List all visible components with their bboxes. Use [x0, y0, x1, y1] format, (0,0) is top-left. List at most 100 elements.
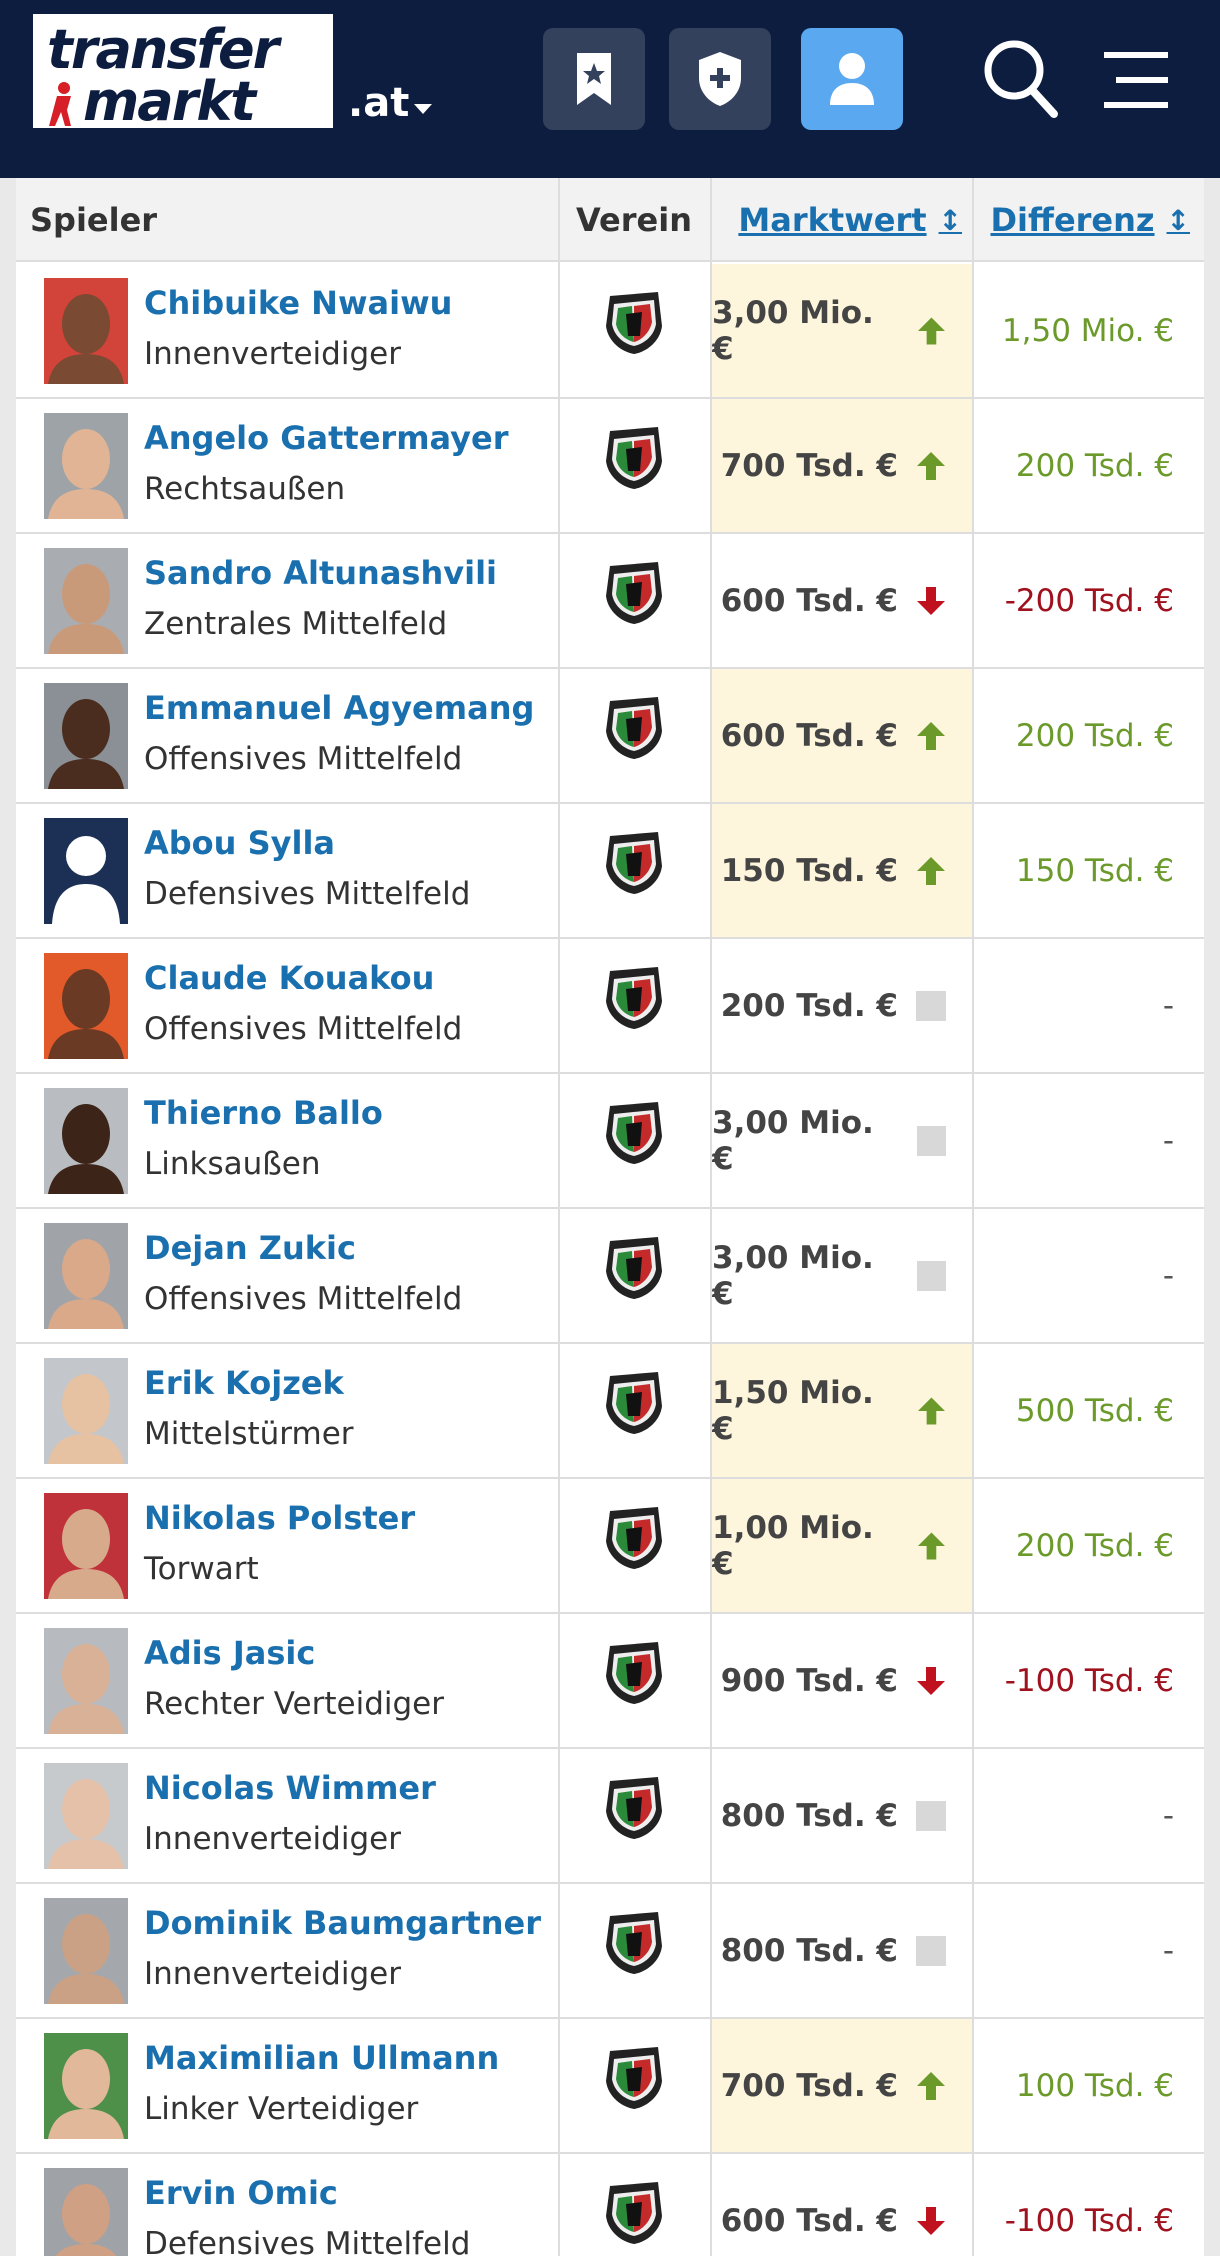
- market-value-table: Spieler Verein Marktwert ↕ Differenz ↕ C…: [16, 178, 1204, 2256]
- market-value-cell: 3,00 Mio. €: [712, 264, 974, 397]
- search-icon[interactable]: [980, 34, 1060, 122]
- player-photo[interactable]: [44, 278, 128, 384]
- club-crest-icon[interactable]: [604, 1100, 664, 1166]
- player-position: Mittelstürmer: [144, 1416, 354, 1452]
- player-name-link[interactable]: Chibuike Nwaiwu: [144, 284, 453, 322]
- player-photo[interactable]: [44, 1223, 128, 1329]
- player-name-link[interactable]: Nikolas Polster: [144, 1499, 416, 1537]
- player-photo[interactable]: [44, 953, 128, 1059]
- club-crest-icon[interactable]: [604, 965, 664, 1031]
- arrow-down-icon: [917, 586, 945, 615]
- player-name-link[interactable]: Angelo Gattermayer: [144, 419, 509, 457]
- player-photo[interactable]: [44, 413, 128, 519]
- player-name-link[interactable]: Thierno Ballo: [144, 1094, 383, 1132]
- sort-arrows-icon[interactable]: ↕: [1166, 203, 1190, 237]
- player-position: Offensives Mittelfeld: [144, 741, 463, 777]
- difference-cell: -: [974, 1074, 1204, 1207]
- market-value-cell: 3,00 Mio. €: [712, 1074, 974, 1207]
- club-crest-icon[interactable]: [604, 1505, 664, 1571]
- club-crest-icon[interactable]: [604, 425, 664, 491]
- shield-plus-icon: [699, 52, 741, 106]
- difference-value: 200 Tsd. €: [1015, 717, 1174, 754]
- player-photo[interactable]: [44, 1628, 128, 1734]
- player-photo[interactable]: [44, 683, 128, 789]
- player-name-link[interactable]: Dominik Baumgartner: [144, 1904, 541, 1942]
- player-photo[interactable]: [44, 2033, 128, 2139]
- transfermarkt-logo[interactable]: transfer markt: [29, 10, 337, 133]
- club-crest-icon[interactable]: [604, 290, 664, 356]
- player-position: Defensives Mittelfeld: [144, 2226, 471, 2256]
- player-name-link[interactable]: Adis Jasic: [144, 1634, 316, 1672]
- difference-cell: -: [974, 1209, 1204, 1342]
- player-name-link[interactable]: Claude Kouakou: [144, 959, 435, 997]
- player-photo[interactable]: [44, 1358, 128, 1464]
- club-crest-icon[interactable]: [604, 1910, 664, 1976]
- bookmark-star-icon: [577, 53, 611, 105]
- no-change-icon: [916, 1935, 946, 1966]
- player-photo[interactable]: [44, 2168, 128, 2256]
- arrow-down-icon: [917, 1666, 945, 1695]
- market-value-cell: 600 Tsd. €: [712, 669, 974, 802]
- differenz-sort-link[interactable]: Differenz: [990, 201, 1155, 239]
- player-photo[interactable]: [44, 1088, 128, 1194]
- club-crest-icon[interactable]: [604, 2045, 664, 2111]
- player-name-link[interactable]: Abou Sylla: [144, 824, 336, 862]
- market-value: 3,00 Mio. €: [712, 294, 874, 367]
- clubs-button[interactable]: [669, 28, 771, 130]
- market-value-cell: 600 Tsd. €: [712, 534, 974, 667]
- difference-cell: 200 Tsd. €: [974, 1479, 1204, 1612]
- column-header-differenz[interactable]: Differenz ↕: [974, 178, 1204, 262]
- difference-value: -: [1162, 1797, 1174, 1834]
- table-row: Erik Kojzek Mittelstürmer 1,50 Mio. € 500 T…: [16, 1344, 1204, 1479]
- player-photo[interactable]: [44, 1763, 128, 1869]
- arrow-up-icon: [917, 856, 945, 885]
- sort-arrows-icon[interactable]: ↕: [938, 203, 962, 237]
- table-row: Abou Sylla Defensives Mittelfeld 150 Tsd. …: [16, 804, 1204, 939]
- club-crest-icon[interactable]: [604, 1370, 664, 1436]
- player-photo[interactable]: [44, 548, 128, 654]
- watchlist-button[interactable]: [543, 28, 645, 130]
- player-photo[interactable]: [44, 818, 128, 924]
- table-row: Ervin Omic Defensives Mittelfeld 600 Tsd. …: [16, 2154, 1204, 2256]
- market-value: 700 Tsd. €: [720, 447, 898, 484]
- market-value: 800 Tsd. €: [720, 1797, 898, 1834]
- column-header-marktwert[interactable]: Marktwert ↕: [712, 178, 974, 262]
- profile-button[interactable]: [801, 28, 903, 130]
- market-value-cell: 600 Tsd. €: [712, 2154, 974, 2256]
- player-name-link[interactable]: Nicolas Wimmer: [144, 1769, 436, 1807]
- player-photo[interactable]: [44, 1898, 128, 2004]
- club-crest-icon[interactable]: [604, 1640, 664, 1706]
- hamburger-menu-icon[interactable]: [1104, 48, 1168, 112]
- chevron-down-icon[interactable]: [414, 104, 432, 114]
- player-position: Offensives Mittelfeld: [144, 1281, 463, 1317]
- market-value-cell: 700 Tsd. €: [712, 2019, 974, 2152]
- table-row: Nicolas Wimmer Innenverteidiger 800 Tsd. €…: [16, 1749, 1204, 1884]
- table-row: Maximilian Ullmann Linker Verteidiger 700 …: [16, 2019, 1204, 2154]
- player-name-link[interactable]: Maximilian Ullmann: [144, 2039, 500, 2077]
- country-domain-selector[interactable]: .at: [348, 80, 410, 126]
- arrow-up-icon: [917, 451, 945, 480]
- club-crest-icon[interactable]: [604, 830, 664, 896]
- player-name-link[interactable]: Emmanuel Agyemang: [144, 689, 535, 727]
- player-name-link[interactable]: Ervin Omic: [144, 2174, 338, 2212]
- club-crest-icon[interactable]: [604, 2180, 664, 2246]
- table-row: Nikolas Polster Torwart 1,00 Mio. € 200 Tsd…: [16, 1479, 1204, 1614]
- difference-cell: 500 Tsd. €: [974, 1344, 1204, 1477]
- club-crest-icon[interactable]: [604, 560, 664, 626]
- difference-value: -: [1162, 1257, 1174, 1294]
- table-row: Dominik Baumgartner Innenverteidiger 800 T…: [16, 1884, 1204, 2019]
- difference-cell: 1,50 Mio. €: [974, 264, 1204, 397]
- market-value: 1,00 Mio. €: [712, 1509, 874, 1582]
- club-crest-icon[interactable]: [604, 1775, 664, 1841]
- player-photo[interactable]: [44, 1493, 128, 1599]
- player-name-link[interactable]: Dejan Zukic: [144, 1229, 356, 1267]
- club-crest-icon[interactable]: [604, 695, 664, 761]
- player-name-link[interactable]: Sandro Altunashvili: [144, 554, 498, 592]
- club-crest-icon[interactable]: [604, 1235, 664, 1301]
- table-row: Adis Jasic Rechter Verteidiger 900 Tsd. € -…: [16, 1614, 1204, 1749]
- column-divider: [710, 178, 712, 2256]
- player-position: Innenverteidiger: [144, 336, 401, 372]
- marktwert-sort-link[interactable]: Marktwert: [738, 201, 927, 239]
- player-name-link[interactable]: Erik Kojzek: [144, 1364, 344, 1402]
- market-value-cell: 1,00 Mio. €: [712, 1479, 974, 1612]
